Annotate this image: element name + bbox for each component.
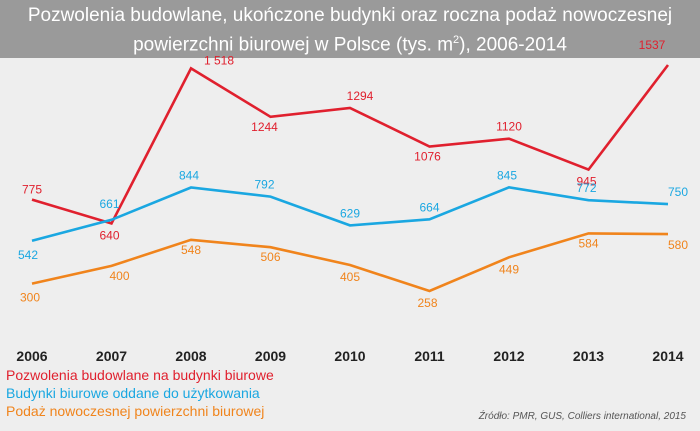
- data-label-supply: 258: [417, 296, 437, 310]
- chart-title-line-2-main: powierzchni biurowej w Polsce (tys. m: [133, 34, 454, 56]
- chart-title-superscript: 2: [453, 34, 460, 46]
- x-tick-label: 2008: [175, 348, 206, 364]
- x-tick-label: 2014: [652, 348, 683, 364]
- series-line-permits: [31, 64, 670, 226]
- data-label-permits: 1244: [251, 120, 278, 134]
- data-label-completed: 750: [668, 185, 688, 199]
- data-label-supply: 300: [20, 291, 40, 305]
- x-tick-label: 2011: [414, 348, 445, 364]
- data-label-completed: 629: [340, 206, 360, 220]
- data-label-permits: 945: [576, 175, 596, 189]
- legend-entry-completed-buildings: Budynki biurowe oddane do użytkowania: [6, 385, 260, 401]
- data-label-completed: 792: [254, 178, 274, 192]
- legend-entry-office-supply: Podaż nowoczesnej powierzchni biurowej: [6, 403, 265, 419]
- data-label-supply: 548: [181, 243, 201, 257]
- source-note: Źródło: PMR, GUS, Colliers international…: [478, 411, 686, 422]
- data-label-supply: 506: [260, 250, 280, 264]
- chart-title-line-2-end: ), 2006-2014: [459, 34, 567, 56]
- data-label-permits: 775: [22, 183, 42, 197]
- chart-title-line-1: Pozwolenia budowlane, ukończone budynki …: [27, 5, 673, 26]
- data-label-supply: 449: [499, 262, 519, 276]
- data-label-supply: 400: [109, 269, 129, 283]
- x-tick-label: 2012: [493, 348, 524, 364]
- data-label-permits: 1294: [347, 89, 374, 103]
- x-tick-label: 2007: [96, 348, 127, 364]
- data-label-supply: 584: [578, 236, 598, 250]
- data-label-completed: 844: [179, 169, 199, 183]
- data-label-completed: 664: [419, 200, 439, 214]
- data-label-permits: 1537: [639, 38, 666, 52]
- x-tick-label: 2006: [16, 348, 47, 364]
- chart-title-line-2: powierzchni biurowej w Polsce (tys. m2),…: [0, 29, 700, 56]
- data-label-completed: 542: [18, 248, 38, 262]
- title-bar: Pozwolenia budowlane, ukończone budynki …: [0, 0, 700, 58]
- series-line-supply: [31, 232, 669, 293]
- data-label-permits: 1 518: [204, 53, 234, 67]
- x-tick-label: 2009: [255, 348, 286, 364]
- x-tick-label: 2010: [334, 348, 365, 364]
- legend-entry-building-permits: Pozwolenia budowlane na budynki biurowe: [6, 367, 274, 383]
- data-label-completed: 845: [497, 168, 517, 182]
- x-tick-label: 2013: [573, 348, 604, 364]
- data-label-completed: 772: [576, 181, 596, 195]
- data-label-permits: 640: [99, 229, 119, 243]
- data-label-permits: 1076: [414, 150, 441, 164]
- data-label-completed: 661: [99, 197, 119, 211]
- plot-background: [0, 58, 700, 431]
- data-label-supply: 405: [340, 270, 360, 284]
- data-label-permits: 1120: [496, 120, 522, 134]
- series-line-completed: [31, 185, 669, 243]
- data-label-supply: 580: [668, 238, 688, 252]
